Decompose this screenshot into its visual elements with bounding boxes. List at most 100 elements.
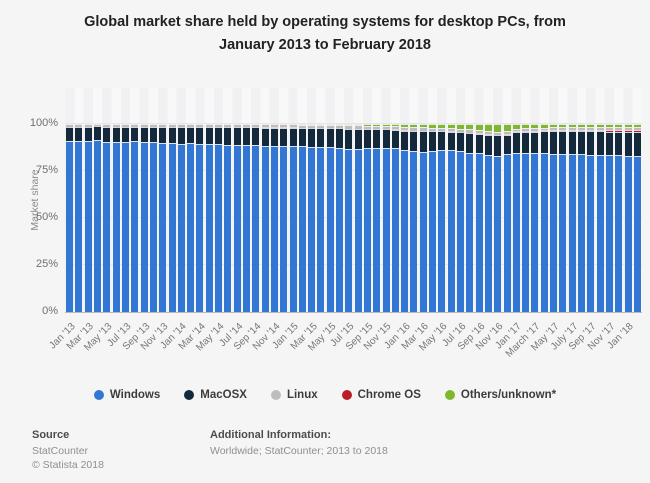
bar-May '14[interactable]	[215, 123, 223, 312]
bar-Dec '13[interactable]	[168, 123, 176, 312]
bar-segment-Others/unknown*	[149, 123, 157, 125]
bar-Oct '13[interactable]	[149, 123, 157, 312]
bar-Feb '16[interactable]	[410, 123, 418, 312]
bar-Apr '17[interactable]	[540, 123, 548, 312]
bar-Sep '13[interactable]	[140, 123, 148, 312]
bar-Apr '14[interactable]	[205, 123, 213, 312]
bar-Aug '14[interactable]	[242, 123, 250, 312]
bar-Jan '14[interactable]	[177, 123, 185, 312]
legend-item-Chrome OS[interactable]: Chrome OS	[341, 389, 421, 401]
bar-segment-MacOSX	[633, 132, 641, 157]
bar-segment-Linux	[233, 124, 241, 128]
bar-Sep '14[interactable]	[252, 123, 260, 312]
bar-segment-Linux	[438, 127, 446, 132]
bar-Aug '17[interactable]	[578, 123, 585, 312]
bar-Oct '15[interactable]	[373, 123, 381, 312]
bar-Jan '16[interactable]	[401, 123, 409, 312]
bar-Jan '18[interactable]	[624, 123, 632, 312]
bar-Feb '13[interactable]	[75, 123, 83, 312]
bar-segment-MacOSX	[540, 131, 548, 154]
bar-segment-Others/unknown*	[289, 123, 297, 125]
bar-Jan '17[interactable]	[512, 123, 520, 312]
bar-Feb '15[interactable]	[298, 123, 306, 312]
bar-segment-MacOSX	[447, 131, 455, 150]
bar-May '17[interactable]	[550, 123, 558, 312]
bar-Oct '17[interactable]	[596, 123, 604, 312]
bar-Aug '15[interactable]	[354, 123, 362, 312]
bar-Jul '15[interactable]	[345, 123, 353, 312]
gridline-100%	[65, 122, 642, 124]
legend-item-Windows[interactable]: Windows	[93, 389, 160, 401]
bar-Dec '16[interactable]	[503, 123, 511, 312]
bar-Jun '15[interactable]	[336, 123, 344, 312]
bar-Jul '13[interactable]	[121, 123, 129, 312]
bar-Mar '13[interactable]	[84, 123, 92, 312]
bar-segment-Windows	[298, 146, 306, 312]
bar-May '16[interactable]	[438, 123, 446, 312]
bar-Mar '16[interactable]	[419, 123, 427, 312]
bar-segment-Windows	[438, 150, 446, 312]
bar-Jul '14[interactable]	[233, 123, 241, 312]
bar-Dec '17[interactable]	[615, 123, 623, 312]
bar-Apr '15[interactable]	[317, 123, 325, 312]
bar-Jun '14[interactable]	[224, 123, 232, 312]
bar-segment-Others/unknown*	[159, 123, 167, 125]
bar-segment-MacOSX	[624, 132, 632, 157]
bar-segment-Linux	[587, 127, 595, 131]
bar-Mar '14[interactable]	[196, 123, 204, 312]
legend-item-MacOSX[interactable]: MacOSX	[184, 389, 247, 401]
bar-Nov '13[interactable]	[159, 123, 167, 312]
bar-segment-Others/unknown*	[531, 123, 539, 128]
bar-Nov '15[interactable]	[382, 123, 390, 312]
legend-item-Linux[interactable]: Linux	[270, 389, 318, 401]
bar-Apr '13[interactable]	[94, 123, 102, 312]
bar-Sep '17[interactable]	[587, 123, 595, 312]
bar-segment-MacOSX	[559, 131, 567, 154]
bar-Oct '16[interactable]	[484, 123, 492, 312]
bar-segment-MacOSX	[149, 126, 157, 143]
bar-Jun '16[interactable]	[447, 123, 455, 312]
bar-segment-Linux	[252, 124, 260, 128]
bar-May '13[interactable]	[103, 123, 111, 312]
bar-Mar '17[interactable]	[531, 123, 539, 312]
bar-Dec '14[interactable]	[280, 123, 288, 312]
x-axis: Jan '13 Mar '13 May '13 Jul '13 Sep '13 Nov '…	[47, 313, 642, 375]
bar-segment-MacOSX	[457, 132, 465, 152]
bar-Nov '14[interactable]	[270, 123, 278, 312]
bar-Jun '13[interactable]	[112, 123, 120, 312]
bar-segment-Windows	[280, 146, 288, 312]
bar-Sep '16[interactable]	[475, 123, 483, 312]
legend-dot-icon	[270, 390, 281, 400]
bar-Jul '16[interactable]	[457, 123, 465, 312]
bar-Jul '17[interactable]	[568, 123, 576, 312]
bar-Jun '17[interactable]	[559, 123, 567, 312]
bar-Sep '15[interactable]	[363, 123, 371, 312]
bar-segment-MacOSX	[242, 127, 250, 145]
bar-Dec '15[interactable]	[391, 123, 399, 312]
bar-segment-Others/unknown*	[633, 123, 641, 128]
bar-Apr '16[interactable]	[429, 123, 437, 312]
bar-Aug '13[interactable]	[131, 123, 139, 312]
bar-Mar '15[interactable]	[308, 123, 316, 312]
legend-dot-icon	[341, 390, 352, 400]
bar-segment-Others/unknown*	[233, 123, 241, 125]
bar-segment-Linux	[512, 128, 520, 132]
bar-Nov '16[interactable]	[494, 123, 502, 312]
bar-segment-Windows	[261, 145, 269, 312]
bar-segment-MacOSX	[382, 129, 390, 148]
bar-segment-Linux	[615, 127, 623, 131]
bar-Feb '14[interactable]	[187, 123, 195, 312]
bar-segment-Others/unknown*	[429, 123, 437, 128]
bar-Jan '13[interactable]	[66, 123, 74, 312]
bar-segment-Linux	[242, 124, 250, 128]
bar-Jan '15[interactable]	[289, 123, 297, 312]
legend-item-Others/unknown*[interactable]: Others/unknown*	[444, 389, 556, 401]
bar-May '15[interactable]	[326, 123, 334, 312]
bar-segment-Others/unknown*	[121, 123, 129, 125]
bar-Nov '17[interactable]	[605, 123, 613, 312]
bar-Feb '18[interactable]	[633, 123, 641, 312]
bar-Aug '16[interactable]	[466, 123, 474, 312]
bar-Oct '14[interactable]	[261, 123, 269, 312]
bar-segment-MacOSX	[103, 126, 111, 142]
bar-Feb '17[interactable]	[522, 123, 530, 312]
